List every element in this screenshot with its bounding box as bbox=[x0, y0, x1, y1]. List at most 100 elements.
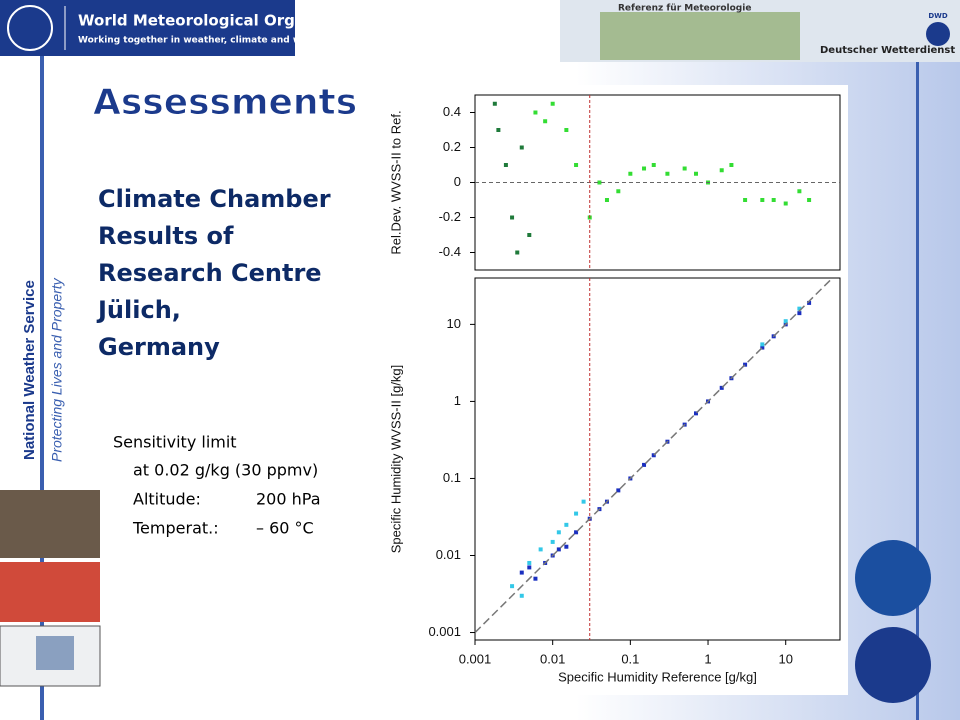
point bbox=[556, 530, 561, 535]
point bbox=[665, 171, 670, 176]
point bbox=[682, 166, 687, 171]
wmo-logo bbox=[7, 5, 53, 51]
point bbox=[651, 453, 656, 458]
note-limit: at 0.02 g/kg (30 ppmv) bbox=[133, 461, 318, 480]
dwd-short: DWD bbox=[928, 12, 948, 20]
point bbox=[651, 163, 656, 167]
y-tick-label: 0.2 bbox=[443, 139, 461, 154]
point bbox=[574, 511, 579, 516]
point bbox=[574, 163, 579, 167]
x-tick-label: 0.1 bbox=[621, 651, 639, 666]
photo-2 bbox=[0, 562, 100, 622]
y-tick-label: 10 bbox=[447, 316, 461, 331]
org-tagline: Working together in weather, climate and… bbox=[78, 36, 323, 46]
chart-panel bbox=[380, 85, 848, 695]
point bbox=[642, 166, 647, 171]
y-tick-label: -0.2 bbox=[439, 209, 461, 224]
y-tick-label: 1 bbox=[454, 393, 461, 408]
point bbox=[519, 570, 524, 575]
subtitle: Climate Chamber Results of Research Centre… bbox=[96, 185, 331, 361]
point bbox=[604, 198, 609, 202]
point bbox=[719, 168, 724, 173]
y-axis-label: Rel.Dev. WVSS-II to Ref. bbox=[388, 110, 403, 254]
y-tick-label: 0.1 bbox=[443, 470, 461, 485]
point bbox=[729, 163, 734, 167]
x-tick-label: 10 bbox=[778, 651, 792, 666]
note-intro: Sensitivity limit bbox=[113, 433, 237, 452]
note-key: Temperat.: bbox=[132, 519, 219, 538]
point bbox=[550, 539, 555, 544]
note-value: – 60 °C bbox=[256, 519, 314, 538]
point bbox=[693, 411, 698, 416]
point bbox=[527, 565, 532, 570]
note-rows: Altitude: 200 hPa Temperat.: – 60 °C bbox=[132, 490, 321, 538]
point bbox=[807, 198, 812, 202]
dwd-title: Referenz für Meteorologie bbox=[618, 4, 751, 14]
point bbox=[564, 128, 569, 132]
point bbox=[642, 462, 647, 467]
point bbox=[533, 576, 538, 581]
point bbox=[574, 530, 579, 535]
note-value: 200 hPa bbox=[256, 490, 321, 509]
point bbox=[771, 198, 776, 202]
y-tick-label: -0.4 bbox=[439, 244, 461, 259]
point bbox=[492, 101, 497, 106]
point bbox=[564, 544, 569, 549]
point bbox=[616, 488, 621, 493]
nws-name: National Weather Service bbox=[21, 280, 38, 460]
note-key: Altitude: bbox=[133, 490, 201, 509]
point bbox=[719, 385, 724, 390]
point bbox=[581, 499, 586, 504]
org-name: World Meteorological Organization bbox=[78, 12, 373, 30]
subtitle-line: Germany bbox=[98, 333, 220, 361]
point bbox=[797, 306, 802, 311]
point bbox=[519, 145, 524, 150]
subtitle-line: Results of bbox=[98, 222, 234, 250]
point bbox=[760, 345, 765, 350]
point bbox=[807, 300, 812, 305]
point bbox=[515, 250, 520, 255]
point bbox=[597, 180, 602, 185]
dwd-photo bbox=[600, 12, 800, 60]
point bbox=[564, 522, 569, 527]
point bbox=[616, 189, 621, 194]
nws-motto: Protecting Lives and Property bbox=[49, 277, 65, 462]
point bbox=[496, 128, 501, 132]
subtitle-line: Jülich, bbox=[96, 296, 181, 324]
point bbox=[628, 171, 633, 176]
slide-title: Assessments bbox=[93, 82, 357, 123]
point bbox=[760, 342, 765, 347]
y-tick-label: 0 bbox=[454, 174, 461, 189]
point bbox=[743, 198, 748, 202]
photo-3-device bbox=[36, 636, 74, 670]
point bbox=[783, 201, 788, 206]
left-rule bbox=[40, 56, 44, 720]
point bbox=[510, 215, 515, 220]
dwd-name: Deutscher Wetterdienst bbox=[820, 45, 955, 56]
point bbox=[693, 171, 698, 176]
x-axis-label: Specific Humidity Reference [g/kg] bbox=[558, 669, 757, 684]
point bbox=[527, 560, 532, 565]
y-tick-label: 0.001 bbox=[428, 624, 461, 639]
subtitle-line: Research Centre bbox=[98, 259, 322, 287]
subtitle-line: Climate Chamber bbox=[98, 185, 331, 213]
doc-logo bbox=[855, 627, 931, 703]
y-axis-label: Specific Humidity WVSS-II [g/kg] bbox=[388, 365, 403, 554]
noaa-logo bbox=[855, 540, 931, 616]
point bbox=[797, 311, 802, 316]
point bbox=[503, 163, 508, 167]
point bbox=[550, 101, 555, 106]
point bbox=[519, 593, 524, 598]
point bbox=[760, 198, 765, 202]
y-tick-label: 0.4 bbox=[443, 104, 461, 119]
point bbox=[538, 547, 543, 552]
point bbox=[556, 547, 561, 552]
right-rule bbox=[916, 62, 919, 720]
point bbox=[783, 319, 788, 324]
point bbox=[743, 362, 748, 367]
point bbox=[510, 584, 515, 589]
point bbox=[527, 233, 532, 237]
dwd-logo bbox=[926, 22, 950, 46]
point bbox=[543, 119, 548, 124]
